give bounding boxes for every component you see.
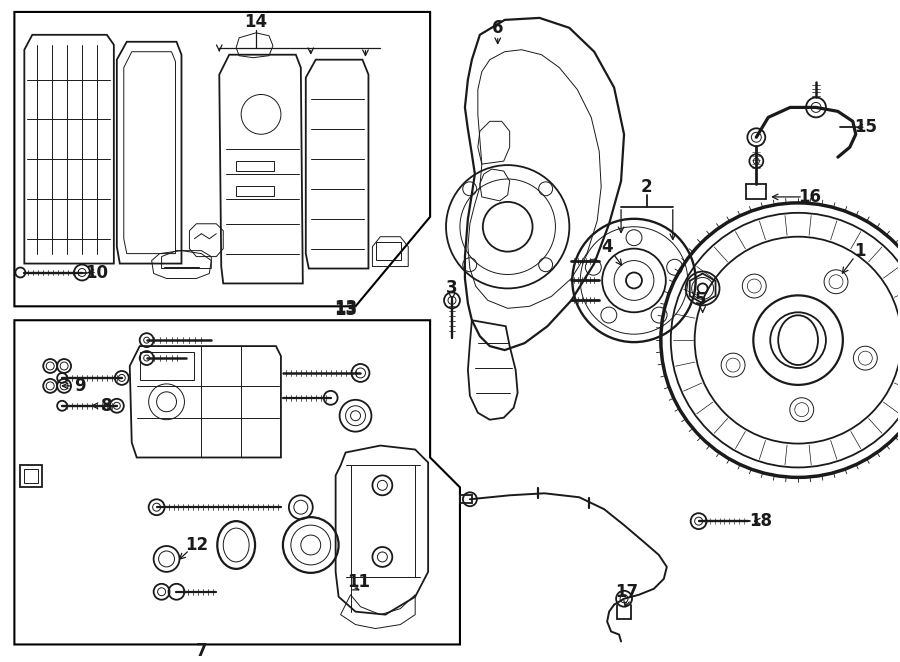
Bar <box>24 469 39 483</box>
Text: 15: 15 <box>854 118 877 136</box>
Bar <box>140 352 194 380</box>
Bar <box>236 186 274 196</box>
Text: 6: 6 <box>492 19 503 37</box>
Text: 13: 13 <box>334 299 357 317</box>
Text: 9: 9 <box>74 377 86 395</box>
Text: 13: 13 <box>334 301 357 319</box>
Text: 1: 1 <box>854 242 866 260</box>
Text: 14: 14 <box>245 13 267 31</box>
Text: 10: 10 <box>86 263 108 281</box>
Text: 16: 16 <box>798 188 822 206</box>
Text: 3: 3 <box>446 279 458 297</box>
Text: 18: 18 <box>749 512 772 530</box>
Text: 17: 17 <box>616 583 639 600</box>
Text: 11: 11 <box>347 573 370 591</box>
Text: 12: 12 <box>184 536 208 554</box>
Bar <box>236 161 274 171</box>
Bar <box>460 495 472 503</box>
Bar <box>21 465 42 487</box>
Text: 7: 7 <box>195 642 207 661</box>
Text: 5: 5 <box>695 291 707 309</box>
Text: 2: 2 <box>641 178 652 196</box>
Text: 4: 4 <box>601 238 613 256</box>
Bar <box>376 242 401 260</box>
Text: 8: 8 <box>101 397 112 415</box>
